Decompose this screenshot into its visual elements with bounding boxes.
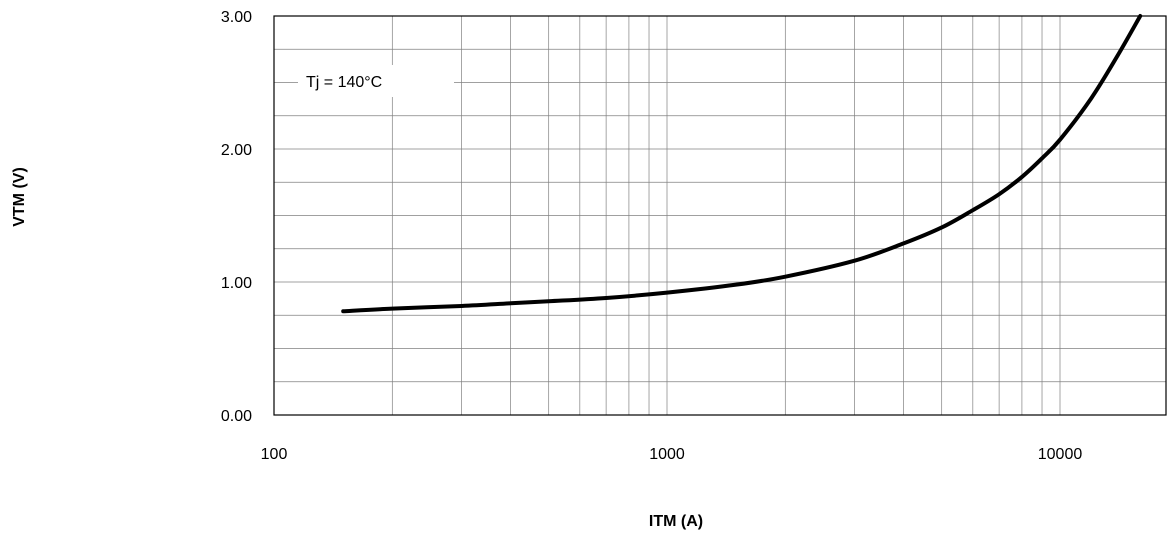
y-axis-title: VTM (V) <box>11 167 28 227</box>
series-line <box>341 14 1143 314</box>
y-tick-label: 2.00 <box>221 142 252 159</box>
x-tick-label: 10000 <box>1038 446 1083 463</box>
plot-frame <box>273 15 1167 416</box>
y-tick-label: 3.00 <box>221 9 252 26</box>
annotation-text: Tj = 140°C <box>306 74 382 91</box>
tick-labels: 100 1000 10000 0.00 1.00 2.00 3.00 <box>221 9 1082 463</box>
x-tick-label: 100 <box>261 446 288 463</box>
x-axis-title: ITM (A) <box>649 513 703 530</box>
annotation-box <box>298 65 454 97</box>
grid <box>274 16 1166 415</box>
y-tick-label: 0.00 <box>221 408 252 425</box>
x-tick-label: 1000 <box>649 446 685 463</box>
y-tick-label: 1.00 <box>221 275 252 292</box>
